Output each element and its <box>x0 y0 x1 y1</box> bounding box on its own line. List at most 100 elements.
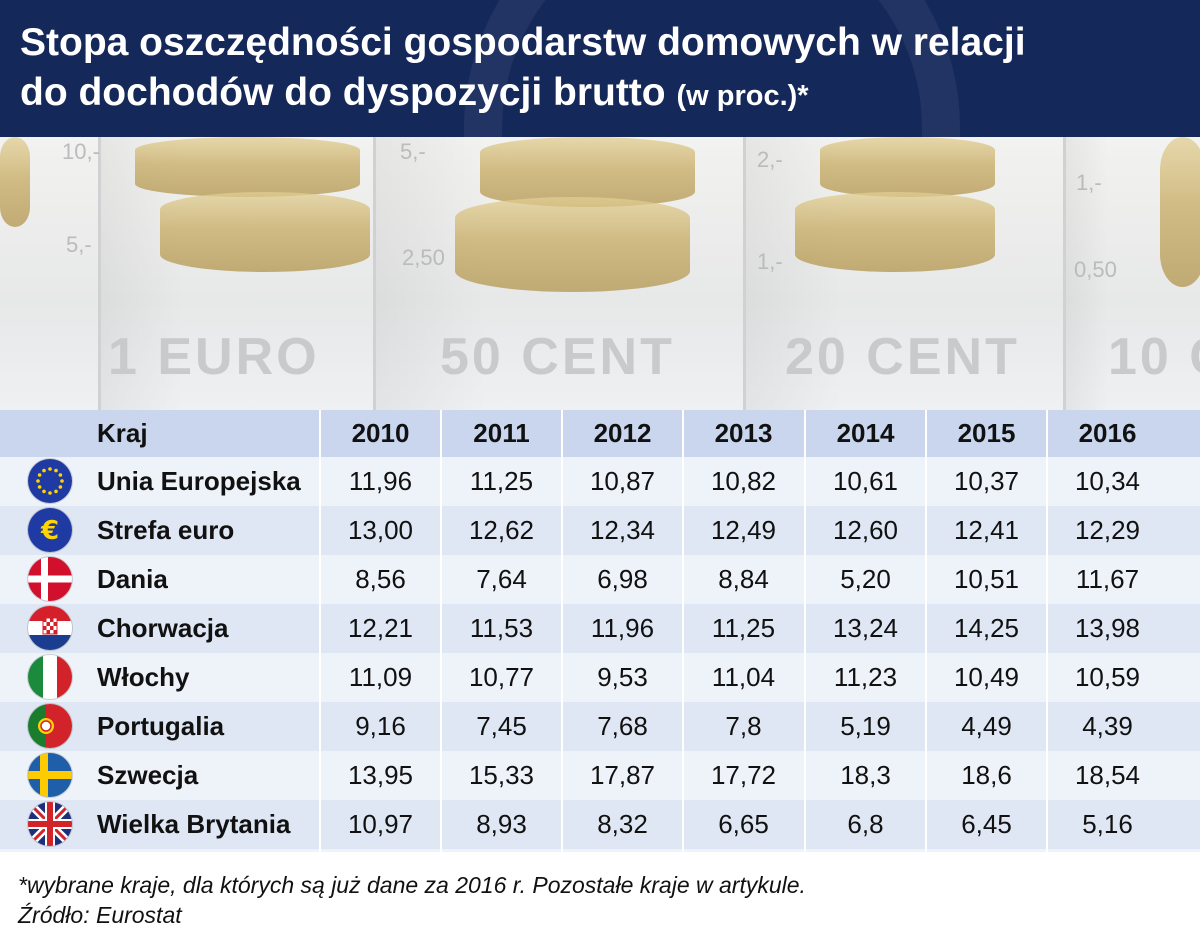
value-cell: 15,33 <box>468 760 535 790</box>
croatia-flag-icon <box>28 606 72 650</box>
value-cell: 13,00 <box>347 515 414 545</box>
scale-mark: 5,- <box>66 232 92 257</box>
value-cell: 12,29 <box>1074 515 1141 545</box>
euro-sign-icon: € <box>28 508 72 552</box>
value-cell: 11,25 <box>711 613 776 643</box>
footer: *wybrane kraje, dla których są już dane … <box>18 870 806 930</box>
value-cell: 5,20 <box>840 564 891 594</box>
value-cell: 10,51 <box>953 564 1020 594</box>
table-header-row: Kraj 2010 2011 2012 2013 2014 2015 2016 <box>0 410 1200 457</box>
chart-title-main: do dochodów do dyspozycji brutto <box>20 71 666 114</box>
value-cell: 9,16 <box>355 711 406 741</box>
country-name: Portugalia <box>97 711 225 741</box>
country-name: Chorwacja <box>97 613 229 643</box>
value-cell: 7,64 <box>476 564 527 594</box>
value-cell: 10,87 <box>589 466 656 496</box>
value-cell: 13,95 <box>347 760 414 790</box>
value-cell: 4,49 <box>961 711 1012 741</box>
column-header-year: 2015 <box>957 418 1016 448</box>
value-cell: 13,98 <box>1074 613 1141 643</box>
column-separator <box>319 410 321 852</box>
column-header-year: 2012 <box>593 418 652 448</box>
eu-flag-icon <box>28 459 72 503</box>
sweden-flag-icon <box>28 753 72 797</box>
value-cell: 10,37 <box>953 466 1020 496</box>
denomination-label: 20 CENT <box>785 328 1020 386</box>
value-cell: 5,19 <box>840 711 891 741</box>
uk-flag-icon <box>28 802 72 846</box>
value-cell: 13,24 <box>832 613 899 643</box>
coin-stack <box>135 137 360 197</box>
denomination-label: 50 CENT <box>440 328 675 386</box>
scale-mark: 10,- <box>62 139 100 164</box>
chart-title-unit: (w proc.)* <box>676 80 809 112</box>
value-cell: 11,67 <box>1075 564 1140 594</box>
value-cell: 7,68 <box>597 711 648 741</box>
column-header-country: Kraj <box>97 418 148 448</box>
table-row: Unia Europejska 11,96 11,25 10,87 10,82 10,61… <box>0 457 1200 506</box>
value-cell: 10,59 <box>1074 662 1141 692</box>
value-cell: 11,25 <box>469 466 534 496</box>
source-note: Źródło: Eurostat <box>18 902 182 928</box>
column-separator <box>804 410 806 852</box>
country-name: Unia Europejska <box>97 466 301 496</box>
coin-stack <box>795 192 995 272</box>
value-cell: 8,84 <box>718 564 769 594</box>
value-cell: 10,61 <box>832 466 899 496</box>
country-name: Wielka Brytania <box>97 809 291 839</box>
coin-stack <box>160 192 370 272</box>
coin-stack <box>0 137 30 227</box>
scale-mark: 0,50 <box>1074 257 1117 282</box>
value-cell: 11,96 <box>348 466 413 496</box>
value-cell: 4,39 <box>1082 711 1133 741</box>
title-banner: Stopa oszczędności gospodarstw domowych … <box>0 0 1200 137</box>
value-cell: 10,77 <box>468 662 535 692</box>
coin-stack <box>455 197 690 292</box>
value-cell: 6,65 <box>718 809 769 839</box>
coin-stack <box>820 137 995 197</box>
column-header-year: 2011 <box>473 418 530 448</box>
svg-text:€: € <box>40 516 59 546</box>
scale-mark: 1,- <box>757 249 783 274</box>
value-cell: 17,87 <box>589 760 656 790</box>
value-cell: 11,53 <box>469 613 534 643</box>
denmark-flag-icon <box>28 557 72 601</box>
value-cell: 10,97 <box>347 809 414 839</box>
value-cell: 12,60 <box>832 515 899 545</box>
value-cell: 12,34 <box>589 515 656 545</box>
footnote: *wybrane kraje, dla których są już dane … <box>18 872 806 898</box>
value-cell: 12,41 <box>953 515 1020 545</box>
table-row: Chorwacja 12,21 11,53 11,96 11,25 13,24 14,25 1… <box>0 604 1200 653</box>
value-cell: 12,21 <box>347 613 414 643</box>
table-row: Wielka Brytania 10,97 8,93 8,32 6,65 6,8 6,45 5… <box>0 800 1200 849</box>
column-header-year: 2013 <box>714 418 773 448</box>
value-cell: 14,25 <box>953 613 1020 643</box>
coin-stack <box>480 137 695 207</box>
value-cell: 11,04 <box>711 662 776 692</box>
denomination-label: 1 EURO <box>108 328 320 386</box>
value-cell: 6,8 <box>847 809 884 839</box>
savings-rate-table: Kraj 2010 2011 2012 2013 2014 2015 2016 Unia E… <box>0 410 1200 852</box>
value-cell: 18,54 <box>1074 760 1141 790</box>
column-separator <box>925 410 927 852</box>
chart-title-line-2: do dochodów do dyspozycji brutto (w proc… <box>20 68 1180 121</box>
denomination-label: 10 C <box>1108 328 1200 386</box>
value-cell: 12,49 <box>710 515 777 545</box>
scale-mark: 2,- <box>757 147 783 172</box>
value-cell: 10,34 <box>1074 466 1141 496</box>
value-cell: 10,49 <box>953 662 1020 692</box>
italy-flag-icon <box>28 655 72 699</box>
value-cell: 11,23 <box>833 662 898 692</box>
country-name: Dania <box>97 564 168 594</box>
scale-mark: 5,- <box>400 139 426 164</box>
country-name: Włochy <box>97 662 190 692</box>
coins-background-photo: 10,- 5,- 5,- 2,50 2,- 1,- 1,- 0,50 1 EUR… <box>0 137 1200 410</box>
column-header-year: 2014 <box>836 418 895 448</box>
column-separator <box>1046 410 1048 852</box>
value-cell: 17,72 <box>710 760 777 790</box>
value-cell: 9,53 <box>597 662 648 692</box>
column-header-year: 2016 <box>1078 418 1137 448</box>
table-row: Portugalia 9,16 7,45 7,68 7,8 5,19 4,49 4,39 <box>0 702 1200 751</box>
country-name: Szwecja <box>97 760 199 790</box>
value-cell: 5,16 <box>1082 809 1133 839</box>
